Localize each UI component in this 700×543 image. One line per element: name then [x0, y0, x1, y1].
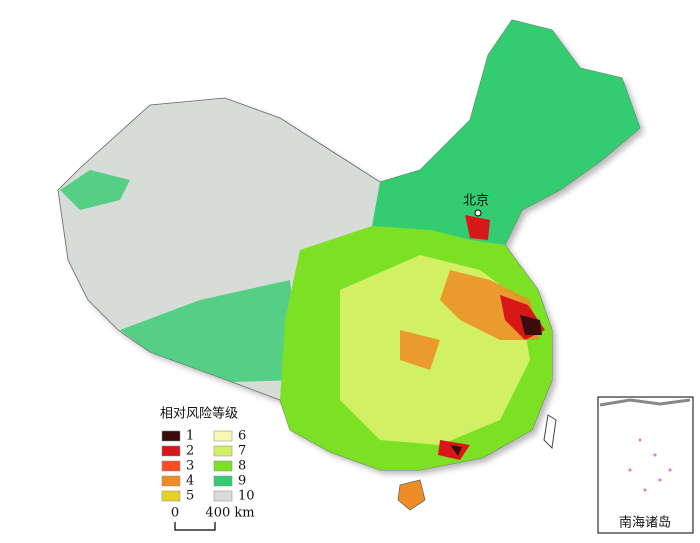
inset-label: 南海诸岛 — [619, 515, 671, 531]
legend-label: 2 — [186, 444, 194, 459]
scale-bar — [174, 522, 216, 531]
region-orange — [400, 270, 540, 370]
legend-swatch — [161, 430, 181, 442]
region-darkred — [450, 315, 542, 456]
taiwan — [543, 414, 557, 450]
inset-frame — [597, 396, 694, 534]
legend-swatch — [213, 445, 233, 457]
legend-label: 9 — [238, 474, 246, 489]
hainan — [397, 479, 426, 511]
inset-coast — [599, 398, 691, 407]
city-marker — [474, 209, 482, 217]
legend-swatch — [161, 490, 181, 502]
legend-label: 10 — [238, 489, 255, 504]
legend-label: 7 — [238, 444, 246, 459]
legend-label: 5 — [186, 489, 194, 504]
legend-label: 1 — [186, 429, 194, 444]
legend-swatch — [213, 430, 233, 442]
scale-start: 0 — [171, 506, 179, 521]
legend-title: 相对风险等级 — [160, 406, 238, 422]
city-label: 北京 — [463, 194, 489, 209]
legend-swatch — [213, 490, 233, 502]
legend-swatch — [213, 475, 233, 487]
inset-islands — [628, 438, 672, 492]
legend-swatch — [161, 460, 181, 472]
legend-swatch — [161, 445, 181, 457]
region-red — [438, 215, 545, 460]
legend-swatch — [161, 475, 181, 487]
legend-label: 3 — [186, 459, 194, 474]
region-green-west — [60, 170, 300, 382]
scale-end: 400 km — [205, 506, 254, 521]
legend-label: 4 — [186, 474, 194, 489]
region-green — [372, 20, 640, 245]
legend-label: 6 — [238, 429, 246, 444]
legend-label: 8 — [238, 459, 246, 474]
legend-swatch — [213, 460, 233, 472]
